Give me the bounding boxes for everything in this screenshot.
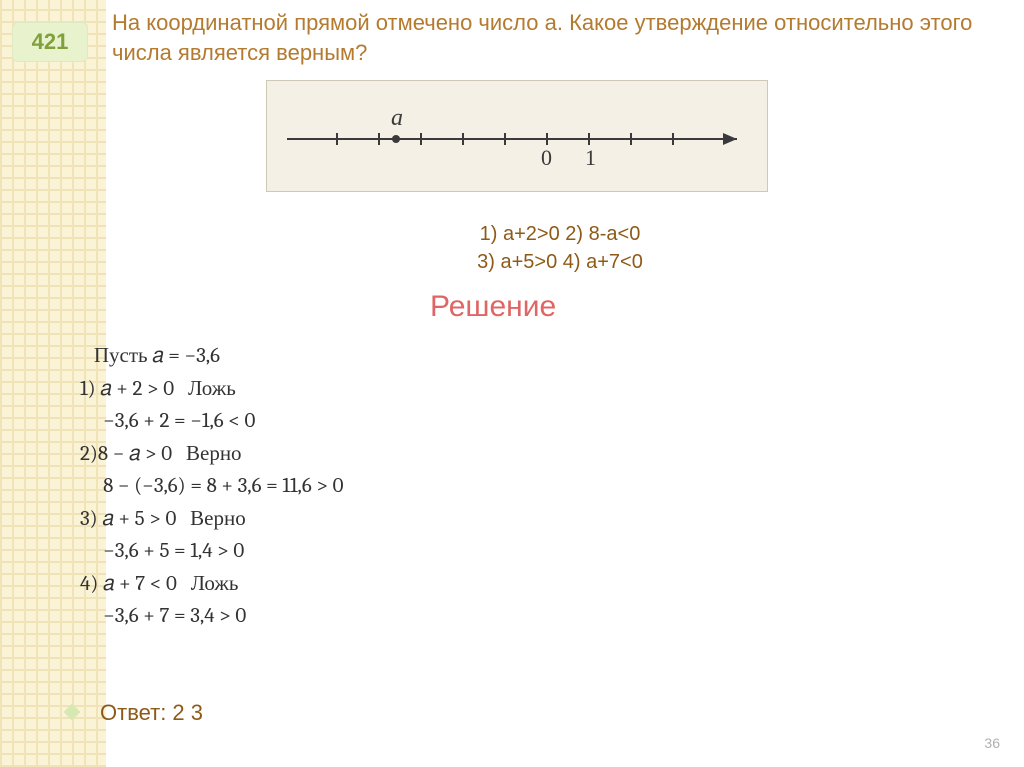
solution-heading: Решение bbox=[430, 290, 556, 324]
task-number-badge: 421 bbox=[12, 22, 88, 62]
page-number: 36 bbox=[984, 735, 1000, 751]
options-line-1: 1) a+2>0 2) 8-a<0 bbox=[400, 220, 720, 248]
solution-line: 4) 𝑎 + 7 < 0 Ложь bbox=[80, 568, 600, 601]
solution-line: 3) 𝑎 + 5 > 0 Верно bbox=[80, 503, 600, 536]
solution-line: −3,6 + 5 = 1,4 > 0 bbox=[80, 535, 600, 568]
answer-options: 1) a+2>0 2) 8-a<0 3) a+5>0 4) a+7<0 bbox=[400, 220, 720, 276]
number-line-figure: a 0 1 bbox=[266, 80, 768, 192]
task-title: На координатной прямой отмечено число а.… bbox=[112, 8, 992, 67]
solution-body: Пусть 𝑎 = −3,6 1) 𝑎 + 2 > 0 Ложь −3,6 + … bbox=[80, 340, 600, 633]
solution-line: 8 − (−3,6) = 8 + 3,6 = 11,6 > 0 bbox=[80, 470, 600, 503]
final-answer: Ответ: 2 3 bbox=[100, 700, 203, 726]
one-label: 1 bbox=[585, 145, 596, 170]
solution-line: 2)8 − 𝑎 > 0 Верно bbox=[80, 438, 600, 471]
solution-line: −3,6 + 7 = 3,4 > 0 bbox=[80, 600, 600, 633]
solution-line: −3,6 + 2 = −1,6 < 0 bbox=[80, 405, 600, 438]
bullet-diamond-icon bbox=[64, 704, 80, 720]
solution-line: Пусть 𝑎 = −3,6 bbox=[80, 340, 600, 373]
zero-label: 0 bbox=[541, 145, 552, 170]
options-line-2: 3) a+5>0 4) a+7<0 bbox=[400, 248, 720, 276]
a-label: a bbox=[391, 105, 403, 131]
solution-line: 1) 𝑎 + 2 > 0 Ложь bbox=[80, 373, 600, 406]
